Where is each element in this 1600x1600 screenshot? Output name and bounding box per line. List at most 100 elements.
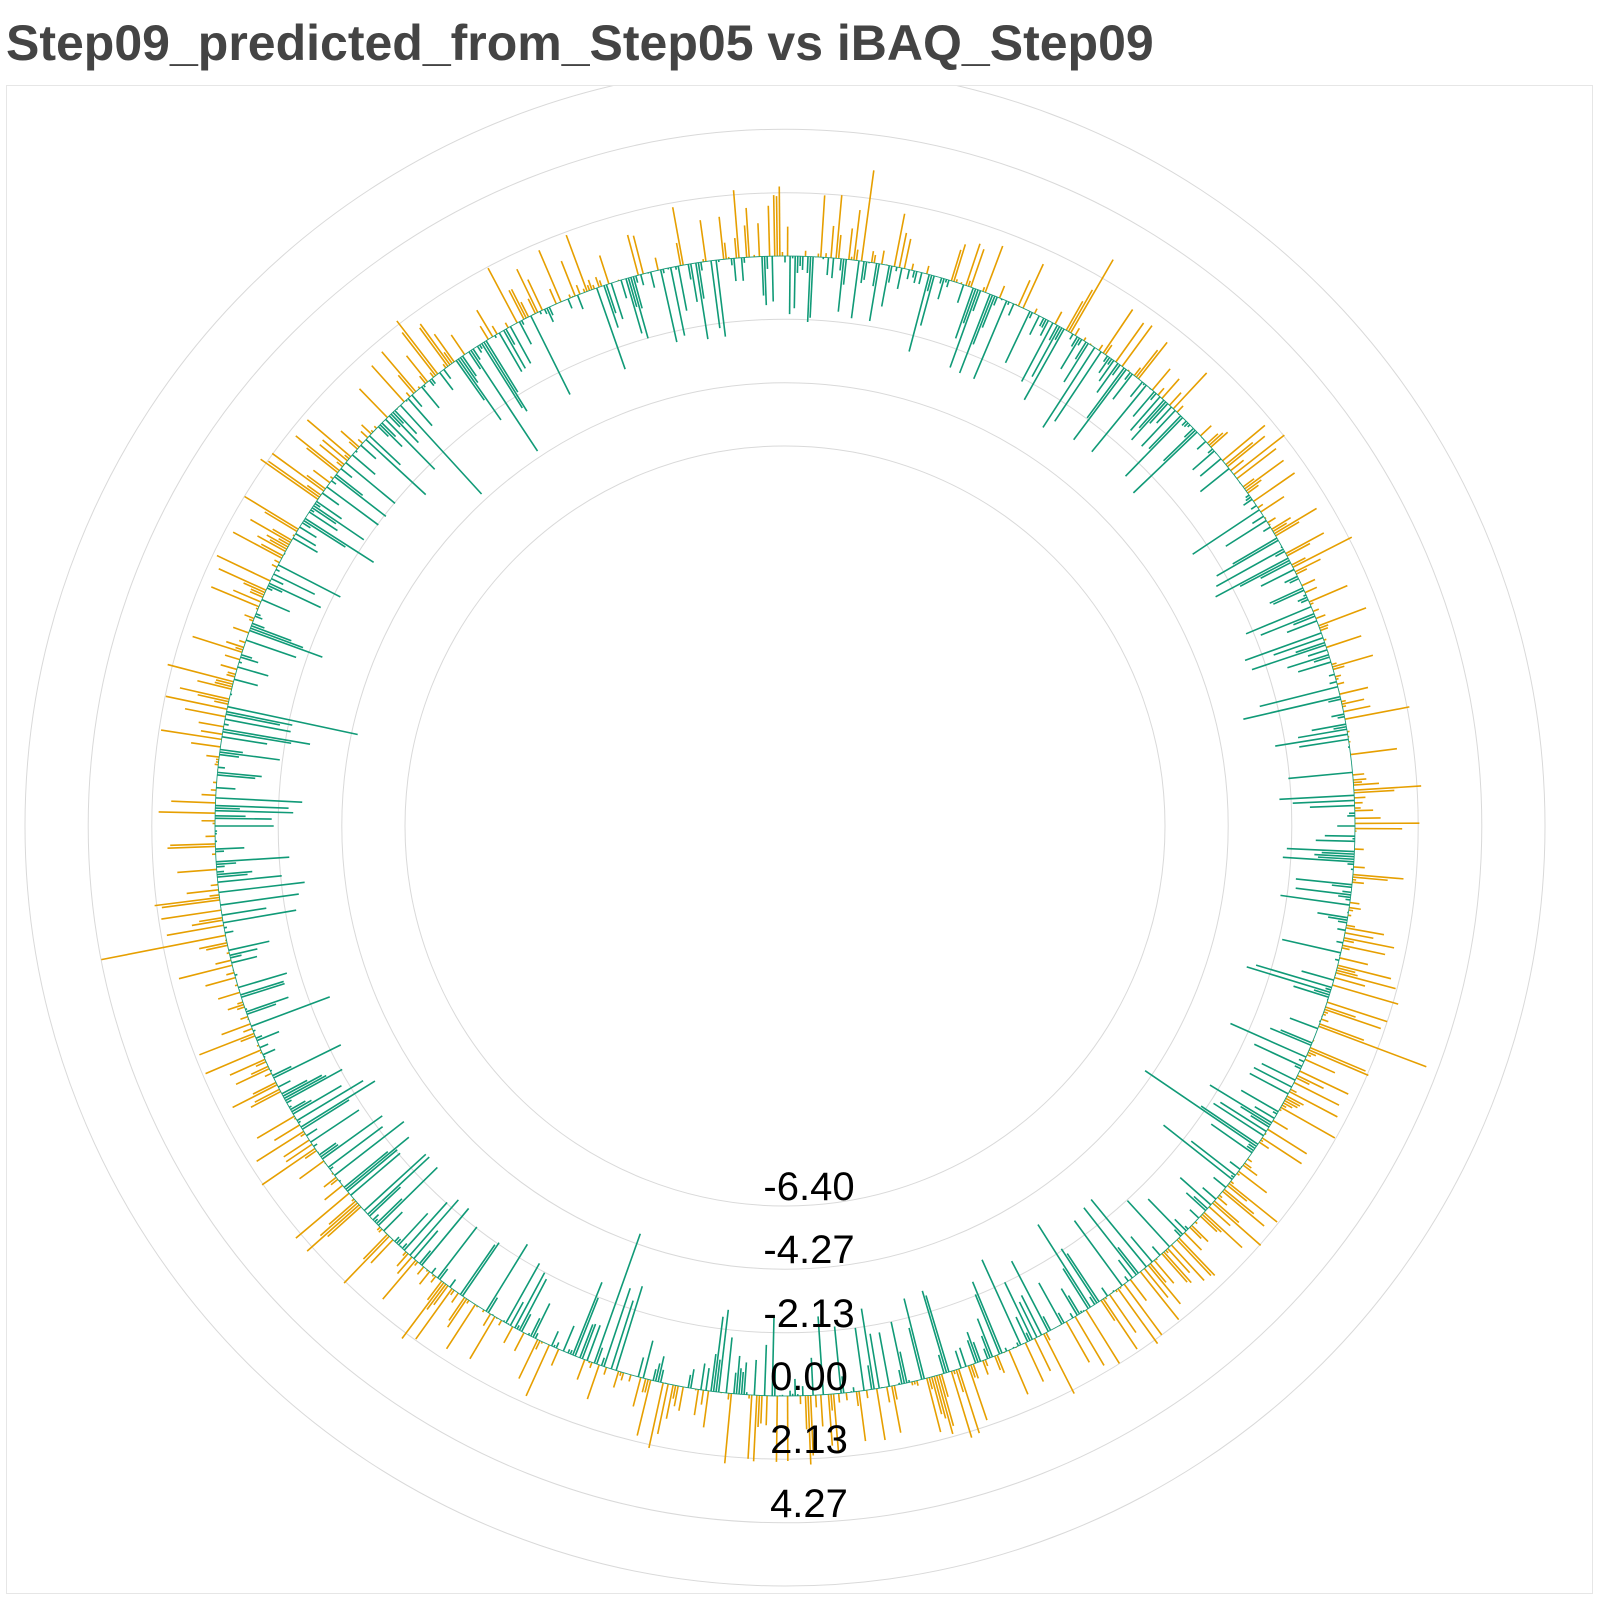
bar bbox=[752, 1395, 758, 1462]
bar bbox=[880, 265, 891, 307]
bar bbox=[326, 486, 379, 526]
bar bbox=[1289, 577, 1299, 584]
bar bbox=[891, 1385, 902, 1433]
bar bbox=[1295, 568, 1308, 575]
bar bbox=[154, 896, 220, 907]
bar bbox=[1318, 607, 1367, 627]
bar bbox=[982, 1360, 989, 1375]
bar bbox=[1353, 866, 1365, 869]
bar bbox=[1126, 1200, 1171, 1248]
bar bbox=[442, 363, 447, 369]
bar bbox=[1199, 1215, 1218, 1233]
bar bbox=[911, 1381, 914, 1386]
bar bbox=[165, 695, 228, 710]
bar bbox=[340, 467, 353, 479]
bar bbox=[1083, 337, 1087, 342]
bar bbox=[940, 1373, 949, 1398]
bar bbox=[1312, 608, 1320, 613]
bar bbox=[1336, 966, 1356, 974]
bar bbox=[1111, 364, 1121, 376]
bar bbox=[657, 1356, 665, 1382]
bar bbox=[550, 1330, 559, 1347]
bar bbox=[1295, 878, 1353, 886]
bar bbox=[1301, 578, 1316, 587]
bar bbox=[632, 235, 645, 275]
bar bbox=[297, 1120, 301, 1124]
bar bbox=[257, 535, 286, 553]
bar bbox=[229, 948, 258, 957]
bar bbox=[1319, 624, 1329, 629]
bar bbox=[518, 1278, 548, 1331]
bar bbox=[715, 1359, 721, 1392]
bar bbox=[1294, 1065, 1302, 1070]
bar bbox=[225, 713, 281, 726]
bar bbox=[445, 1304, 476, 1350]
baseline-circle bbox=[214, 255, 1356, 1397]
bar bbox=[292, 1084, 342, 1115]
bar bbox=[197, 693, 229, 703]
bar bbox=[310, 509, 315, 513]
bar bbox=[243, 1027, 253, 1033]
bar bbox=[328, 1200, 357, 1225]
bar bbox=[1185, 1192, 1207, 1212]
bar bbox=[232, 531, 283, 559]
bar bbox=[461, 355, 477, 377]
bar bbox=[1288, 1090, 1338, 1118]
bar bbox=[430, 1267, 437, 1274]
bar bbox=[255, 613, 261, 617]
bar bbox=[1179, 1177, 1212, 1206]
bar bbox=[814, 1395, 818, 1408]
bar bbox=[285, 1143, 313, 1163]
bar bbox=[1332, 654, 1374, 668]
bar bbox=[1226, 1184, 1248, 1202]
bar bbox=[1107, 358, 1113, 365]
bar bbox=[430, 378, 437, 385]
bar bbox=[687, 1374, 692, 1388]
bar bbox=[967, 280, 972, 287]
bar bbox=[1262, 526, 1271, 533]
bar bbox=[240, 656, 259, 664]
bar bbox=[421, 386, 440, 409]
bar bbox=[775, 1395, 779, 1462]
bar bbox=[852, 1387, 855, 1392]
bar bbox=[1345, 898, 1351, 901]
bar bbox=[394, 1236, 400, 1243]
bar bbox=[382, 1259, 417, 1300]
bar bbox=[304, 517, 375, 564]
bar bbox=[1300, 598, 1309, 604]
bar bbox=[678, 1386, 685, 1411]
bar bbox=[217, 991, 241, 1000]
bar bbox=[855, 1391, 860, 1407]
bar bbox=[1170, 1244, 1205, 1281]
bar bbox=[360, 444, 377, 460]
bar bbox=[860, 261, 865, 284]
bar bbox=[1132, 391, 1155, 418]
bar bbox=[1096, 362, 1119, 393]
bar bbox=[514, 1272, 546, 1329]
bar bbox=[504, 322, 509, 329]
bar bbox=[340, 430, 360, 448]
bar bbox=[419, 327, 449, 367]
bar bbox=[598, 255, 610, 285]
bar bbox=[1343, 937, 1395, 949]
bar bbox=[1208, 1206, 1231, 1227]
bar bbox=[745, 207, 751, 258]
bar bbox=[311, 507, 337, 525]
bar bbox=[896, 267, 903, 290]
bar bbox=[1228, 1182, 1278, 1223]
bar bbox=[1085, 1309, 1121, 1364]
bar bbox=[233, 678, 258, 687]
bar bbox=[516, 1325, 520, 1330]
bar bbox=[1337, 920, 1347, 924]
bar bbox=[396, 320, 439, 375]
bar bbox=[966, 1339, 977, 1364]
bar bbox=[1108, 1294, 1137, 1334]
bar bbox=[411, 394, 423, 408]
bar bbox=[534, 1332, 539, 1339]
bar bbox=[1291, 557, 1306, 566]
bar bbox=[807, 1395, 812, 1465]
bar bbox=[1353, 789, 1395, 794]
bar bbox=[1039, 320, 1050, 336]
baseline-ring bbox=[214, 255, 1356, 1397]
bar bbox=[264, 1072, 272, 1078]
